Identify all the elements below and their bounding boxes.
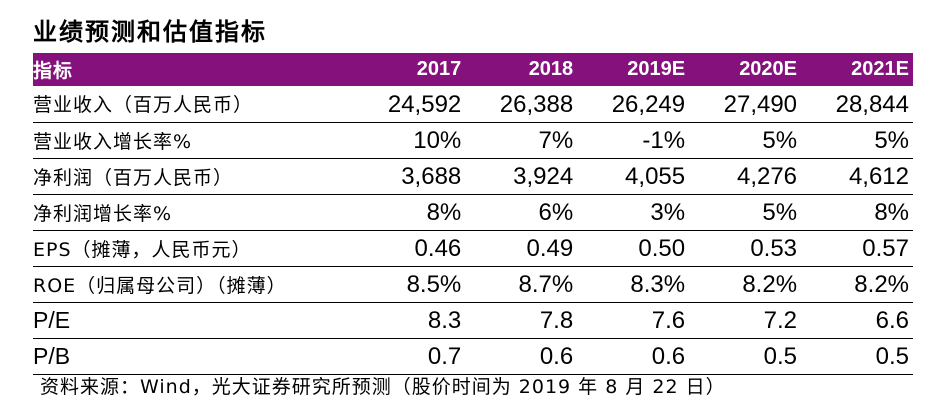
table-row-net-profit-growth: 净利润增长率% 8% 6% 3% 5% 8% <box>33 194 913 230</box>
header-year-2017: 2017 <box>416 58 462 80</box>
row-label: ROE（归属母公司）（摊薄） <box>33 274 287 297</box>
table-row-pe: P/E 8.3 7.8 7.6 7.2 6.6 <box>33 302 913 338</box>
row-label: EPS（摊薄，人民币元） <box>33 238 252 261</box>
row-value: 8.3 <box>427 307 462 334</box>
table-row-roe: ROE（归属母公司）（摊薄） 8.5% 8.7% 8.3% 8.2% 8.2% <box>33 266 913 302</box>
row-value: 0.49 <box>526 235 574 262</box>
table-header-row: 指标 2017 2018 2019E 2020E 2021E <box>33 53 913 86</box>
table-row-eps: EPS（摊薄，人民币元） 0.46 0.49 0.50 0.53 0.57 <box>33 230 913 266</box>
row-value: 6.6 <box>875 307 909 334</box>
row-label: P/E <box>33 306 71 333</box>
header-year-2020e: 2020E <box>739 58 798 80</box>
row-value: 0.6 <box>651 343 686 370</box>
header-year-2019e: 2019E <box>627 58 686 80</box>
row-value: 8.3% <box>630 271 686 298</box>
row-value: 3% <box>650 199 686 226</box>
row-value: 27,490 <box>723 90 798 118</box>
row-value: 6% <box>538 199 574 226</box>
row-value: 0.5 <box>763 343 798 370</box>
row-value: 0.6 <box>539 343 574 370</box>
row-value: 7.2 <box>763 307 798 334</box>
row-value: 0.57 <box>862 235 909 262</box>
row-value: 0.50 <box>638 235 686 262</box>
row-value: 7% <box>538 127 574 154</box>
row-value: 8.2% <box>742 271 798 298</box>
row-value: 3,688 <box>401 163 462 190</box>
row-label: P/B <box>33 342 71 369</box>
row-label: 净利润增长率% <box>33 202 173 225</box>
row-value: 0.53 <box>750 235 798 262</box>
table-row-revenue-growth: 营业收入增长率% 10% 7% -1% 5% 5% <box>33 122 913 158</box>
row-value: 4,612 <box>848 163 909 190</box>
row-label: 营业收入（百万人民币） <box>33 94 254 117</box>
row-label: 净利润（百万人民币） <box>33 166 234 189</box>
table-row-pb: P/B 0.7 0.6 0.6 0.5 0.5 <box>33 338 913 374</box>
row-value: 7.8 <box>539 307 574 334</box>
row-value: 8.7% <box>518 271 574 298</box>
row-value: 7.6 <box>651 307 686 334</box>
row-value: -1% <box>642 127 686 154</box>
row-value: 4,276 <box>736 163 798 190</box>
table-row-net-profit: 净利润（百万人民币） 3,688 3,924 4,055 4,276 4,612 <box>33 158 913 194</box>
row-value: 3,924 <box>513 163 574 190</box>
row-value: 5% <box>762 127 798 154</box>
row-value: 8% <box>426 199 462 226</box>
header-year-2021e: 2021E <box>851 58 909 80</box>
source-note: 资料来源：Wind，光大证券研究所预测（股价时间为 2019 年 8 月 22 … <box>40 376 726 398</box>
table-title: 业绩预测和估值指标 <box>33 18 267 46</box>
header-year-2018: 2018 <box>528 58 574 80</box>
row-value: 26,249 <box>611 90 686 118</box>
row-value: 8% <box>874 199 909 226</box>
table-row-revenue: 营业收入（百万人民币） 24,592 26,388 26,249 27,490 … <box>33 86 913 122</box>
row-label: 营业收入增长率% <box>33 130 193 153</box>
row-value: 8.5% <box>406 271 462 298</box>
row-value: 0.7 <box>427 343 462 370</box>
row-value: 0.5 <box>875 343 909 370</box>
row-value: 24,592 <box>387 90 462 118</box>
row-value: 8.2% <box>854 271 909 298</box>
forecast-valuation-table: 指标 2017 2018 2019E 2020E 2021E 营业收入（百万人民… <box>33 53 913 375</box>
row-value: 5% <box>762 199 798 226</box>
header-label: 指标 <box>33 60 74 82</box>
row-value: 0.46 <box>414 235 462 262</box>
row-value: 4,055 <box>625 163 686 190</box>
row-value: 10% <box>413 127 462 154</box>
row-value: 28,844 <box>835 90 909 118</box>
row-value: 5% <box>874 127 909 154</box>
row-value: 26,388 <box>499 90 574 118</box>
